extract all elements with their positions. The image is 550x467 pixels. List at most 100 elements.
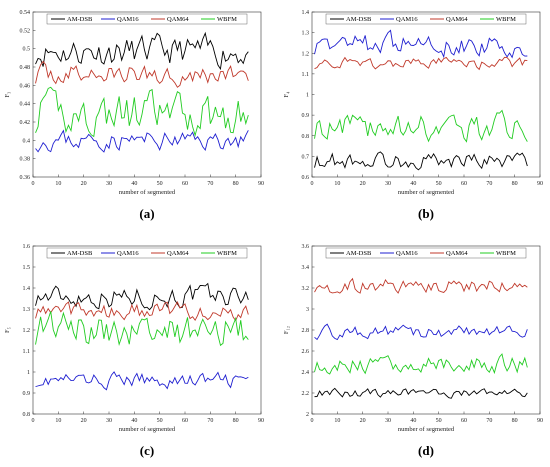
y-tick-label: 1.4 — [23, 286, 31, 292]
legend-label: AM-DSB — [346, 250, 372, 257]
x-tick-label: 20 — [81, 418, 87, 424]
x-tick-label: 60 — [461, 418, 467, 424]
plot-frame — [311, 11, 541, 178]
series-line — [35, 282, 249, 311]
legend-box — [46, 247, 248, 259]
legend-label: QAM64 — [446, 16, 468, 23]
plot-frame — [32, 11, 262, 178]
x-tick-label: 80 — [233, 418, 239, 424]
legend-label: AM-DSB — [67, 250, 93, 257]
x-tick-label: 0 — [32, 181, 35, 187]
x-tick-label: 30 — [106, 181, 112, 187]
legend-label: QAM64 — [446, 250, 468, 257]
y-tick-label: 0.4 — [23, 138, 31, 144]
series-line — [35, 60, 249, 88]
x-tick-label: 40 — [410, 181, 416, 187]
y-tick-label: 0.48 — [20, 65, 31, 71]
x-tick-label: 30 — [106, 418, 112, 424]
y-tick-label: 2.6 — [302, 349, 310, 355]
y-tick-label: 1.2 — [23, 328, 31, 334]
x-tick-label: 30 — [385, 181, 391, 187]
y-tick-label: 1.1 — [23, 349, 31, 355]
series-line — [35, 371, 249, 391]
y-tick-label: 1.5 — [23, 265, 31, 271]
legend-label: WBFM — [217, 250, 237, 257]
legend-label: QAM16 — [396, 16, 418, 23]
x-tick-label: 80 — [512, 181, 518, 187]
panel-label: (a) — [139, 206, 154, 221]
legend-box — [325, 13, 527, 25]
x-tick-label: 10 — [55, 418, 61, 424]
y-tick-label: 1 — [27, 370, 30, 376]
x-tick-label: 50 — [436, 418, 442, 424]
y-tick-label: 0.54 — [20, 10, 31, 16]
x-tick-label: 50 — [157, 418, 163, 424]
y-tick-label: 2 — [306, 412, 309, 418]
series-line — [35, 311, 249, 347]
x-tick-label: 10 — [55, 181, 61, 187]
x-tick-label: 60 — [182, 181, 188, 187]
y-tick-label: 0.9 — [23, 391, 31, 397]
y-tick-label: 1 — [306, 93, 309, 99]
x-tick-label: 60 — [182, 418, 188, 424]
y-tick-label: 1.6 — [23, 244, 31, 250]
x-tick-label: 90 — [537, 181, 543, 187]
x-tick-label: 30 — [385, 418, 391, 424]
y-tick-label: 3.6 — [302, 244, 310, 250]
y-tick-label: 3 — [306, 307, 309, 313]
legend-label: WBFM — [496, 16, 516, 23]
y-tick-label: 1.3 — [23, 307, 31, 313]
y-tick-label: 0.52 — [20, 28, 31, 34]
legend-box — [325, 247, 527, 259]
y-tick-label: 1.3 — [302, 31, 310, 37]
y-tick-label: 0.46 — [20, 83, 31, 89]
legend-label: QAM64 — [167, 250, 189, 257]
x-tick-label: 90 — [258, 181, 264, 187]
x-tick-label: 70 — [486, 418, 492, 424]
legend-box — [46, 13, 248, 25]
y-tick-label: 0.7 — [302, 154, 310, 160]
series-line — [314, 387, 528, 399]
y-tick-label: 0.36 — [20, 175, 31, 181]
x-axis-label: number of segmented — [119, 426, 176, 433]
x-axis-label: number of segmented — [398, 189, 455, 196]
series-line — [35, 129, 249, 153]
x-tick-label: 20 — [81, 181, 87, 187]
x-tick-label: 40 — [410, 418, 416, 424]
x-tick-label: 40 — [131, 181, 137, 187]
x-tick-label: 10 — [334, 181, 340, 187]
series-line — [314, 323, 528, 341]
x-tick-label: 0 — [311, 418, 314, 424]
x-tick-label: 40 — [131, 418, 137, 424]
series-line — [314, 109, 528, 143]
legend-label: WBFM — [496, 250, 516, 257]
y-tick-label: 1.4 — [302, 10, 310, 16]
series-line — [35, 31, 249, 71]
y-axis-label: F₃ — [4, 92, 11, 98]
series-line — [314, 277, 528, 294]
series-line — [314, 29, 528, 59]
y-tick-label: 0.9 — [302, 113, 310, 119]
x-tick-label: 0 — [32, 418, 35, 424]
y-tick-label: 2.2 — [302, 391, 310, 397]
x-tick-label: 80 — [233, 181, 239, 187]
y-tick-label: 1.2 — [302, 51, 310, 57]
y-axis-label: F₄ — [283, 91, 290, 98]
legend-label: WBFM — [217, 16, 237, 23]
y-axis-label: F₁₂ — [283, 326, 290, 334]
y-tick-label: 0.42 — [20, 120, 31, 126]
plot-frame — [32, 245, 262, 415]
y-tick-label: 0.6 — [302, 175, 310, 181]
y-tick-label: 0.38 — [20, 157, 31, 163]
legend-label: QAM16 — [117, 16, 139, 23]
x-axis-label: number of segmented — [119, 189, 176, 196]
y-tick-label: 2.4 — [302, 370, 310, 376]
y-tick-label: 0.8 — [302, 134, 310, 140]
x-tick-label: 0 — [311, 181, 314, 187]
x-tick-label: 70 — [486, 181, 492, 187]
x-axis-label: number of segmented — [398, 426, 455, 433]
x-tick-label: 20 — [360, 418, 366, 424]
panel-label: (c) — [140, 443, 154, 458]
panel-label: (d) — [418, 443, 434, 458]
x-tick-label: 50 — [157, 181, 163, 187]
